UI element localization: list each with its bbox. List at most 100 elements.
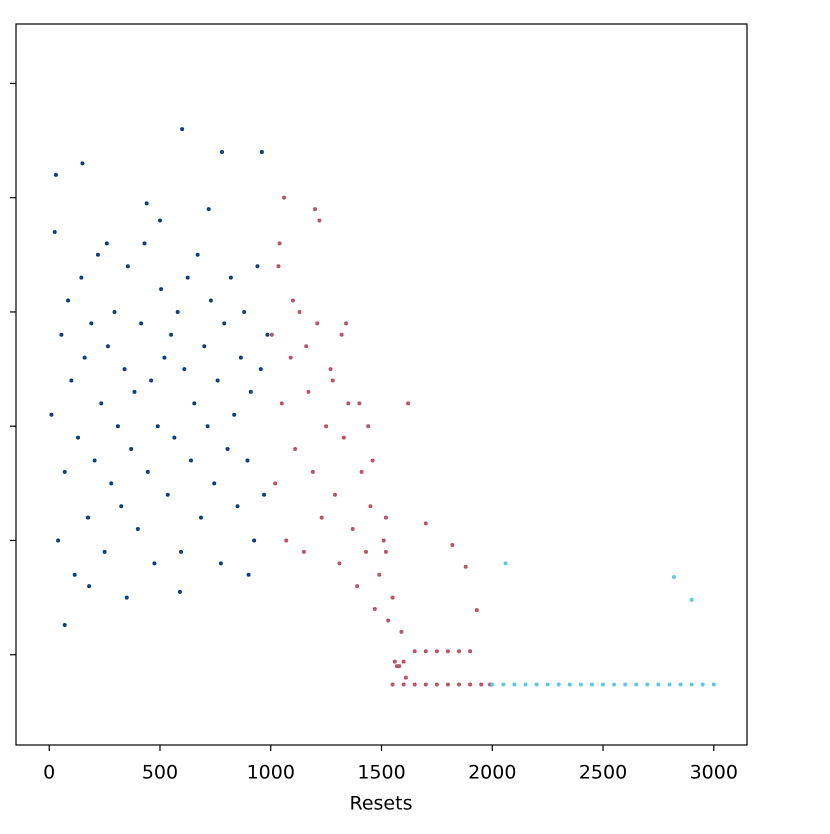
point [390, 595, 395, 600]
point [265, 332, 270, 337]
point [277, 241, 282, 246]
point [468, 682, 473, 687]
point [218, 561, 223, 566]
point [162, 355, 167, 360]
point [450, 543, 455, 548]
point [175, 309, 180, 314]
point [180, 127, 185, 132]
point [228, 275, 233, 280]
point [85, 515, 90, 520]
point [172, 435, 177, 440]
point [202, 344, 207, 349]
point [215, 378, 220, 383]
point [341, 435, 346, 440]
point [412, 649, 417, 654]
point [556, 682, 561, 687]
x-tick-label: 500 [142, 762, 178, 784]
point [62, 469, 67, 474]
point [366, 424, 371, 429]
point [434, 682, 439, 687]
point [381, 538, 386, 543]
point [95, 252, 100, 257]
point [76, 435, 81, 440]
point [397, 664, 402, 669]
point [474, 608, 479, 613]
point [503, 561, 508, 566]
point [99, 401, 104, 406]
point [310, 469, 315, 474]
point [152, 561, 157, 566]
point [185, 275, 190, 280]
point [279, 401, 284, 406]
point [457, 682, 462, 687]
point [306, 389, 311, 394]
point [689, 682, 694, 687]
point [711, 682, 716, 687]
point [301, 549, 306, 554]
point [157, 218, 162, 223]
point [534, 682, 539, 687]
point [112, 309, 117, 314]
point [53, 172, 58, 177]
point [273, 481, 278, 486]
point [79, 275, 84, 280]
point [282, 195, 287, 200]
point [339, 332, 344, 337]
point [463, 564, 468, 569]
point [182, 367, 187, 372]
point [109, 481, 114, 486]
point [59, 332, 64, 337]
point [423, 682, 428, 687]
point [258, 367, 263, 372]
point [89, 321, 94, 326]
point [222, 321, 227, 326]
x-tick-label: 3000 [690, 762, 738, 784]
point [370, 458, 375, 463]
point [245, 458, 250, 463]
point [255, 264, 260, 269]
x-tick-label: 0 [43, 762, 55, 784]
point [122, 367, 127, 372]
x-axis-label: Resets [350, 793, 413, 815]
point [671, 575, 676, 580]
point [601, 682, 606, 687]
point [377, 572, 382, 577]
point [337, 561, 342, 566]
point [390, 682, 395, 687]
point [403, 675, 408, 680]
point [355, 584, 360, 589]
point [125, 264, 130, 269]
point [589, 682, 594, 687]
point [52, 229, 57, 234]
point [139, 321, 144, 326]
point [330, 378, 335, 383]
point [169, 332, 174, 337]
point [656, 682, 661, 687]
point [104, 241, 109, 246]
point [545, 682, 550, 687]
point [490, 682, 495, 687]
point [220, 149, 225, 154]
point [423, 521, 428, 526]
point [406, 401, 411, 406]
point [357, 401, 362, 406]
point [523, 682, 528, 687]
point [297, 309, 302, 314]
point [578, 682, 583, 687]
point [235, 504, 240, 509]
point [238, 355, 243, 360]
point [225, 447, 230, 452]
point [317, 218, 322, 223]
x-tick-label: 2000 [468, 762, 516, 784]
point [363, 549, 368, 554]
point [304, 344, 309, 349]
point [165, 492, 170, 497]
point [567, 682, 572, 687]
point [445, 682, 450, 687]
point [105, 344, 110, 349]
point [124, 595, 129, 600]
point [188, 458, 193, 463]
point [372, 607, 377, 612]
point [145, 469, 150, 474]
